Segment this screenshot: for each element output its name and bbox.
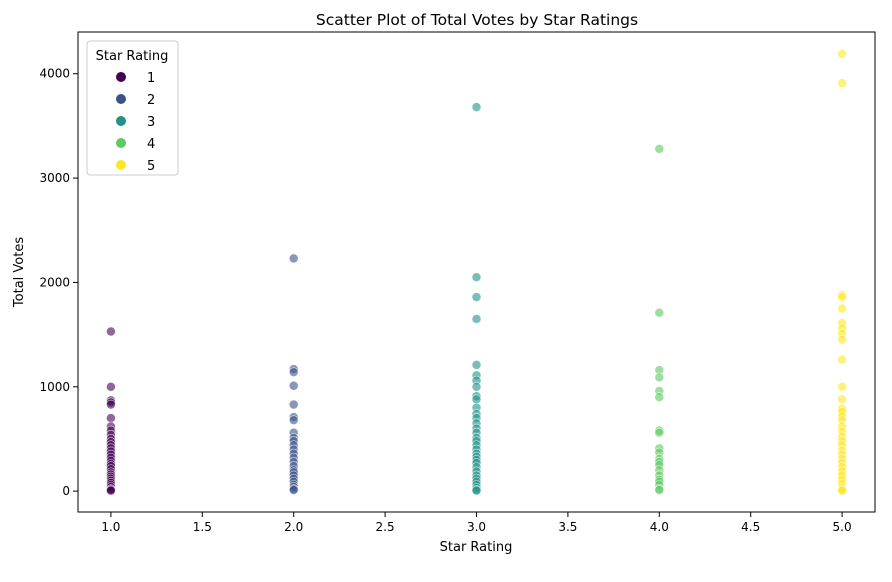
x-tick-label: 3.0 [467, 520, 486, 534]
data-point-rating-5 [837, 335, 847, 345]
x-tick-label: 4.0 [650, 520, 669, 534]
data-point-rating-2 [288, 399, 299, 410]
data-point-rating-1 [106, 381, 116, 392]
data-point-rating-1 [106, 485, 116, 496]
y-tick-label: 3000 [39, 171, 70, 185]
data-point-rating-5 [837, 78, 847, 88]
data-point-rating-1 [106, 413, 116, 423]
legend-box [86, 40, 179, 176]
y-axis-label: Total Votes [12, 237, 27, 308]
data-point-rating-5 [837, 394, 847, 405]
data-point-rating-2 [288, 485, 299, 495]
data-point-rating-5 [837, 292, 847, 302]
legend-marker-3 [116, 116, 126, 126]
data-point-rating-1 [106, 399, 116, 410]
legend-label-4: 4 [147, 137, 155, 152]
y-tick-label: 2000 [39, 275, 70, 289]
x-axis-label: Star Rating [440, 540, 513, 555]
data-point-rating-4 [654, 427, 665, 438]
legend-label-3: 3 [147, 115, 155, 130]
data-point-rating-2 [288, 415, 299, 425]
data-point-rating-4 [654, 485, 665, 495]
data-point-rating-3 [471, 272, 482, 283]
data-point-rating-5 [837, 303, 847, 314]
legend-label-5: 5 [147, 159, 155, 174]
data-point-rating-5 [837, 381, 847, 392]
legend-title: Star Rating [96, 49, 169, 64]
legend-marker-1 [116, 72, 126, 82]
legend-label-1: 1 [147, 71, 155, 86]
data-point-rating-5 [837, 485, 847, 496]
x-axis-ticks: 1.0 1.5 2.0 2.5 3.0 3.5 4.0 4.5 5.0 [101, 512, 852, 534]
data-point-rating-5 [837, 354, 847, 365]
data-point-rating-2 [288, 380, 299, 391]
data-points [106, 49, 847, 496]
x-tick-label: 4.5 [741, 520, 760, 534]
x-tick-label: 5.0 [833, 520, 852, 534]
x-tick-label: 3.5 [558, 520, 577, 534]
y-tick-label: 0 [62, 484, 70, 498]
legend-marker-2 [116, 94, 126, 104]
data-point-rating-1 [106, 326, 116, 337]
data-point-rating-3 [471, 292, 482, 302]
legend-marker-4 [116, 138, 126, 148]
legend-marker-5 [116, 160, 126, 170]
x-tick-label: 1.5 [193, 520, 212, 534]
y-tick-label: 1000 [39, 380, 70, 394]
x-tick-label: 2.5 [376, 520, 395, 534]
data-point-rating-4 [654, 392, 665, 403]
data-point-rating-3 [471, 394, 482, 405]
data-point-rating-3 [471, 314, 482, 324]
x-tick-label: 2.0 [284, 520, 303, 534]
legend-items: 1 2 3 4 5 [116, 71, 155, 174]
data-point-rating-4 [654, 307, 665, 318]
y-axis-ticks: 0 1000 2000 3000 4000 [39, 67, 78, 498]
data-point-rating-4 [654, 144, 665, 154]
data-point-rating-5 [837, 49, 847, 59]
data-point-rating-3 [471, 485, 482, 496]
data-point-rating-3 [471, 102, 482, 112]
data-point-rating-3 [471, 360, 482, 370]
legend-label-2: 2 [147, 93, 155, 108]
chart-title: Scatter Plot of Total Votes by Star Rati… [316, 11, 638, 29]
data-point-rating-4 [654, 372, 665, 383]
data-point-rating-2 [288, 367, 299, 377]
x-tick-label: 1.0 [101, 520, 120, 534]
data-point-rating-2 [288, 253, 299, 264]
legend: Star Rating 1 2 3 4 5 [86, 40, 179, 176]
plot-area-frame [77, 31, 876, 513]
data-point-rating-3 [471, 381, 482, 392]
y-tick-label: 4000 [39, 67, 70, 81]
